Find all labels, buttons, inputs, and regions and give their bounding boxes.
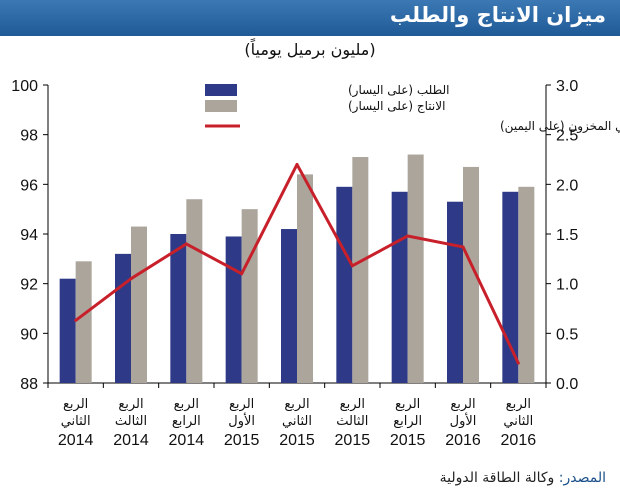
source-note: المصدر: وكالة الطاقة الدولية xyxy=(440,470,606,486)
balance-point xyxy=(184,242,188,246)
x-label-year: 2014 xyxy=(169,432,205,449)
balance-point xyxy=(74,318,78,322)
x-label-line1: الربع xyxy=(450,397,475,412)
balance-point xyxy=(461,245,465,249)
production-bar xyxy=(186,199,203,383)
x-label-line2: الأول xyxy=(228,412,255,429)
legend-swatch xyxy=(205,84,237,96)
left-tick-label: 92 xyxy=(20,277,38,294)
x-label-line2: الثاني xyxy=(61,414,91,429)
left-tick-label: 94 xyxy=(20,227,38,244)
x-label-year: 2016 xyxy=(445,432,481,449)
demand-bar xyxy=(447,201,463,383)
right-tick-label: 2.5 xyxy=(556,128,578,145)
x-label-year: 2015 xyxy=(224,432,260,449)
left-tick-label: 100 xyxy=(11,78,38,95)
x-label-line1: الربع xyxy=(340,397,365,412)
legend-label: التوازن/التغير المحتمل في المخزون (على ا… xyxy=(500,119,620,134)
production-bar xyxy=(518,186,535,383)
demand-bar xyxy=(336,186,353,383)
balance-point xyxy=(406,234,410,238)
production-bar xyxy=(297,174,313,383)
right-tick-label: 1.0 xyxy=(556,277,578,294)
x-label-line1: الربع xyxy=(506,397,531,412)
x-label-line1: الربع xyxy=(284,397,309,412)
x-label-line1: الربع xyxy=(63,397,88,412)
legend-label: الطلب (على اليسار) xyxy=(348,83,449,98)
balance-point xyxy=(295,162,299,166)
x-label-year: 2014 xyxy=(58,432,94,449)
chart-area: 88 90 92 94 96 98 100 0.0 0.5 1.0 1.5 2.0 2.5 3.0 الرب… xyxy=(11,78,620,449)
right-tick-label: 0.0 xyxy=(556,376,578,393)
left-tick-label: 98 xyxy=(20,128,38,145)
production-bar xyxy=(75,261,92,383)
demand-bar xyxy=(170,234,187,383)
chart-title: ميزان الانتاج والطلب xyxy=(389,3,606,27)
legend-label: الانتاج (على اليسار) xyxy=(348,99,445,114)
legend-swatch xyxy=(205,100,237,112)
demand-bar xyxy=(115,253,131,383)
production-bar xyxy=(131,226,147,383)
x-label-line2: الأول xyxy=(450,412,477,429)
demand-bar xyxy=(391,191,408,383)
balance-point xyxy=(240,272,244,276)
title-bar: ميزان الانتاج والطلب xyxy=(0,0,620,36)
demand-bar xyxy=(502,191,519,383)
x-label-line2: الثاني xyxy=(503,414,533,429)
production-bar xyxy=(463,166,479,383)
source-value: وكالة الطاقة الدولية xyxy=(439,470,559,486)
x-label-year: 2015 xyxy=(279,432,315,449)
demand-bar xyxy=(281,229,297,383)
production-bar xyxy=(241,209,258,383)
x-label-year: 2015 xyxy=(390,432,426,449)
demand-bar xyxy=(225,236,242,383)
balance-point xyxy=(350,264,354,268)
left-tick-label: 88 xyxy=(20,376,38,393)
right-tick-label: 3.0 xyxy=(556,78,578,95)
production-bar xyxy=(407,154,424,383)
x-label-line2: الرابع xyxy=(172,414,201,429)
right-tick-label: 1.5 xyxy=(556,227,578,244)
x-label-year: 2016 xyxy=(501,432,537,449)
x-label-year: 2015 xyxy=(335,432,371,449)
x-label-line1: الربع xyxy=(174,397,199,412)
chart-subtitle: (مليون برميل يومياً) xyxy=(244,40,376,59)
balance-point xyxy=(129,277,133,281)
x-label-line2: الرابع xyxy=(393,414,422,429)
production-bar xyxy=(352,157,369,383)
x-label-line1: الربع xyxy=(229,397,254,412)
x-label-line2: الثاني xyxy=(282,414,312,429)
x-label-line2: الثالث xyxy=(115,414,147,429)
source-label: المصدر: xyxy=(558,470,606,486)
x-label-line1: الربع xyxy=(118,397,143,412)
right-tick-label: 0.5 xyxy=(556,326,578,343)
left-tick-label: 96 xyxy=(20,177,38,194)
x-label-line1: الربع xyxy=(395,397,420,412)
x-label-year: 2014 xyxy=(113,432,149,449)
balance-point xyxy=(516,361,520,365)
demand-bar xyxy=(59,278,76,383)
x-label-line2: الثالث xyxy=(336,414,368,429)
right-tick-label: 2.0 xyxy=(556,177,578,194)
left-tick-label: 90 xyxy=(20,326,38,343)
